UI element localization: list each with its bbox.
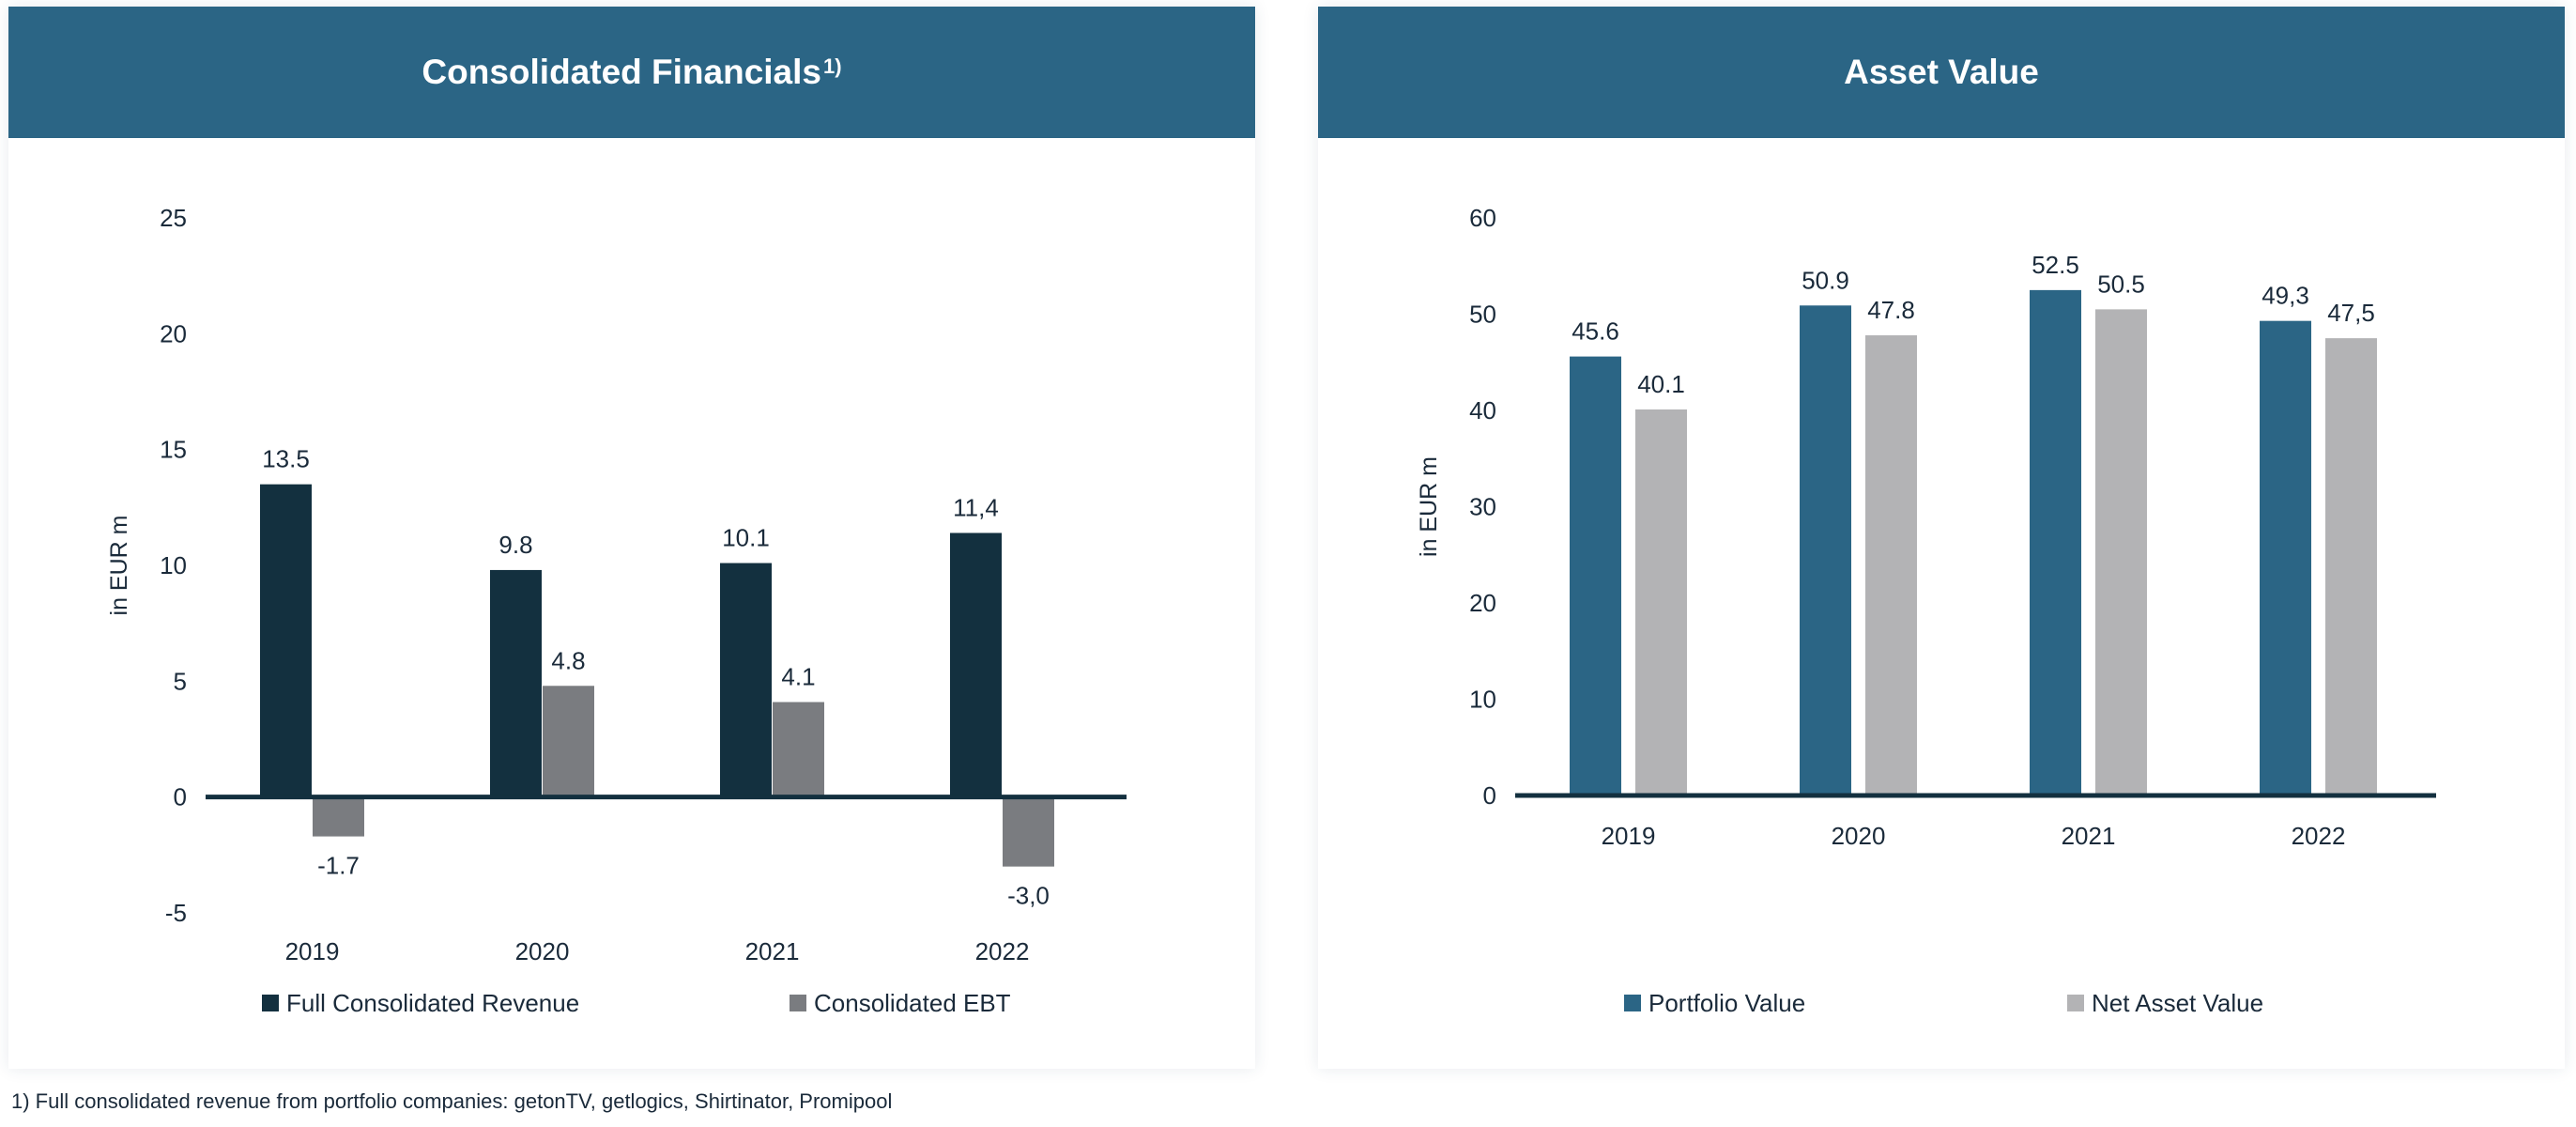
x-tick-label: 2020 [515, 937, 570, 965]
data-label: 47,5 [2327, 299, 2375, 327]
data-label: 13.5 [262, 445, 310, 473]
bar [313, 796, 364, 837]
x-tick-label: 2019 [1602, 822, 1656, 850]
panel-title: Asset Value [1318, 7, 2565, 138]
data-label: 49,3 [2262, 282, 2309, 310]
y-tick-label: 10 [160, 551, 187, 579]
data-label: 50.5 [2097, 270, 2145, 298]
bar [1865, 335, 1917, 795]
bar [950, 533, 1002, 797]
y-tick-label: 40 [1469, 396, 1496, 425]
data-label: -3,0 [1007, 882, 1050, 910]
y-tick-label: 60 [1469, 204, 1496, 232]
x-tick-label: 2020 [1832, 822, 1886, 850]
y-tick-label: 0 [1483, 781, 1496, 810]
data-label: 50.9 [1802, 266, 1849, 294]
data-label: 11,4 [953, 493, 999, 521]
chart-title: Asset Value [1844, 53, 2039, 91]
bar [2260, 320, 2311, 795]
bar [2325, 338, 2377, 795]
legend-swatch [790, 995, 806, 1011]
x-tick-label: 2022 [975, 937, 1030, 965]
y-axis-label: in EUR m [1416, 456, 1442, 557]
chart-title: Consolidated Financials [422, 53, 821, 91]
consolidated-financials-panel: Consolidated Financials 1) in EUR m 25 20 15… [8, 7, 1255, 1069]
legend-swatch [1624, 995, 1641, 1011]
legend-swatch [2067, 995, 2084, 1011]
data-label: 9.8 [498, 531, 532, 559]
legend-label: Full Consolidated Revenue [286, 989, 579, 1017]
y-tick-label: 50 [1469, 301, 1496, 329]
title-footnote-marker: 1) [823, 54, 842, 78]
y-tick-label: 0 [174, 783, 187, 811]
y-tick-label: 10 [1469, 686, 1496, 714]
y-tick-label: 20 [1469, 589, 1496, 617]
bar [773, 702, 824, 797]
panel-title: Consolidated Financials 1) [8, 7, 1255, 138]
y-tick-label: -5 [165, 899, 187, 927]
data-label: 10.1 [722, 524, 770, 552]
y-axis-label: in EUR m [106, 516, 132, 616]
bar [1003, 796, 1054, 867]
legend-label: Net Asset Value [2092, 989, 2263, 1017]
bar [2095, 309, 2147, 795]
data-label: 40.1 [1637, 370, 1685, 398]
y-tick-label: 15 [160, 436, 187, 464]
x-tick-label: 2019 [285, 937, 340, 965]
x-tick-label: 2022 [2292, 822, 2346, 850]
bar [543, 686, 594, 797]
legend-label: Portfolio Value [1648, 989, 1805, 1017]
bar [2030, 289, 2081, 795]
y-tick-label: 20 [160, 319, 187, 347]
footnote: 1) Full consolidated revenue from portfo… [11, 1089, 893, 1113]
consolidated-financials-chart: in EUR m 25 20 15 10 5 0 -5 13.5 9.8 10.1 11,4 -1.7 4… [106, 204, 1127, 1017]
x-tick-label: 2021 [745, 937, 800, 965]
data-label: 47.8 [1867, 296, 1915, 324]
asset-value-chart: in EUR m 60 50 40 30 20 10 0 45.6 50.9 52.5 49,3 40.… [1416, 204, 2436, 1017]
data-label: 45.6 [1572, 317, 1619, 346]
bar [720, 563, 772, 797]
asset-value-panel: Asset Value in EUR m 60 50 40 30 20 10 0 45.6 50.… [1318, 7, 2565, 1069]
y-tick-label: 30 [1469, 493, 1496, 521]
bar [1635, 409, 1687, 795]
data-label: 4.8 [551, 646, 585, 674]
legend-swatch [262, 995, 279, 1011]
bar [1570, 356, 1621, 795]
bar [490, 569, 542, 797]
bar [1800, 305, 1851, 795]
data-label: 52.5 [2032, 251, 2079, 279]
data-label: -1.7 [317, 852, 360, 880]
x-tick-label: 2021 [2062, 822, 2116, 850]
y-tick-label: 25 [160, 204, 187, 232]
bar [260, 484, 312, 797]
data-label: 4.1 [781, 663, 815, 691]
legend-label: Consolidated EBT [814, 989, 1011, 1017]
y-tick-label: 5 [174, 667, 187, 695]
